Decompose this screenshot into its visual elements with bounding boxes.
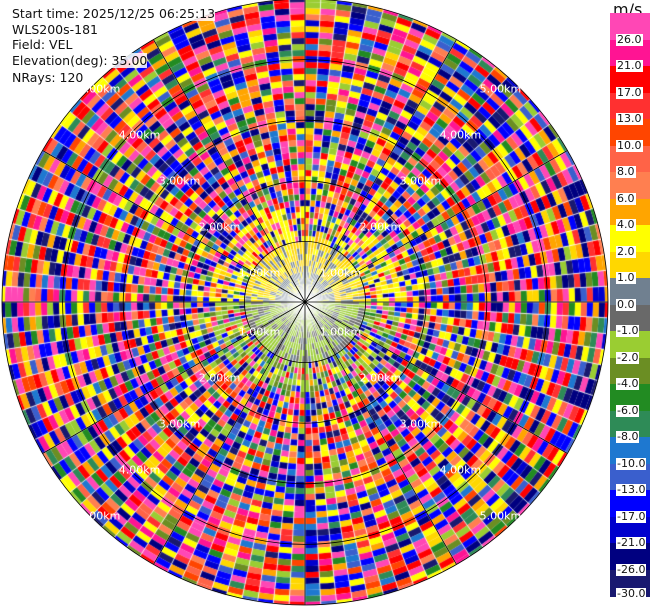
colorbar-tick-label: 10.0 bbox=[616, 138, 643, 152]
range-ring-label: 1.00km bbox=[320, 267, 362, 280]
colorbar-tick-label: -1.0 bbox=[616, 324, 640, 337]
colorbar-tick-label: -8.0 bbox=[616, 430, 640, 443]
range-ring-label: 2.00km bbox=[360, 221, 402, 234]
range-ring-label: 2.00km bbox=[199, 221, 241, 234]
azimuth-spoke bbox=[304, 301, 457, 565]
colorbar-tick-label: 1.0 bbox=[616, 271, 636, 284]
colorbar-tick-label: 13.0 bbox=[616, 112, 643, 125]
range-ring bbox=[62, 59, 548, 545]
colorbar-tick-label: 17.0 bbox=[616, 85, 643, 99]
colorbar-tick-label: -10.0 bbox=[616, 456, 647, 470]
azimuth-spoke bbox=[304, 39, 457, 303]
colorbar-tick-label: -13.0 bbox=[616, 483, 647, 496]
range-ring bbox=[122, 119, 488, 485]
range-ring-label: 4.00km bbox=[440, 464, 482, 477]
range-ring bbox=[243, 240, 366, 363]
azimuth-spoke bbox=[42, 150, 306, 303]
colorbar-tick-label: 0.0 bbox=[616, 297, 636, 311]
range-ring-label: 4.00km bbox=[119, 128, 161, 141]
nrays: NRays: 120 bbox=[12, 70, 84, 85]
colorbar-tick-label: 4.0 bbox=[616, 218, 636, 231]
range-ring-label: 3.00km bbox=[159, 417, 201, 430]
range-ring-label: 3.00km bbox=[400, 417, 442, 430]
colorbar-tick-label: -21.0 bbox=[616, 536, 647, 549]
range-ring-label: 5.00km bbox=[79, 510, 121, 523]
colorbar-tick-label: 21.0 bbox=[616, 59, 643, 72]
colorbar-tick-label: -30.0 bbox=[616, 587, 647, 600]
azimuth-spoke bbox=[304, 150, 568, 303]
range-ring bbox=[1, 0, 609, 606]
azimuth-spoke bbox=[42, 301, 306, 454]
range-ring-label: 5.00km bbox=[79, 82, 121, 95]
range-ring-label: 5.00km bbox=[480, 510, 522, 523]
range-ring-label: 1.00km bbox=[320, 325, 362, 338]
range-ring-label: 4.00km bbox=[440, 128, 482, 141]
range-ring-label: 3.00km bbox=[400, 175, 442, 188]
colorbar-tick-label: -2.0 bbox=[616, 350, 640, 364]
colorbar-tick-label: -4.0 bbox=[616, 377, 640, 390]
instrument-name: WLS200s-181 bbox=[12, 22, 98, 37]
colorbar-tick-label: 6.0 bbox=[616, 191, 636, 205]
range-ring bbox=[183, 180, 427, 424]
start-time: Start time: 2025/12/25 06:25:13 bbox=[12, 6, 216, 21]
colorbar-tick-label: 2.0 bbox=[616, 244, 636, 258]
range-ring-label: 1.00km bbox=[239, 325, 281, 338]
colorbar-tick-label: 26.0 bbox=[616, 32, 643, 46]
range-ring-label: 2.00km bbox=[199, 371, 241, 384]
elevation: Elevation(deg): 35.00 bbox=[12, 53, 148, 68]
colorbar-tick-label: -26.0 bbox=[616, 562, 647, 576]
range-ring-label: 3.00km bbox=[159, 175, 201, 188]
range-ring-label: 5.00km bbox=[480, 82, 522, 95]
azimuth-spoke bbox=[304, 301, 568, 454]
range-ring-label: 1.00km bbox=[239, 267, 281, 280]
colorbar-tick-label: -6.0 bbox=[616, 403, 640, 417]
azimuth-spoke bbox=[153, 301, 306, 565]
range-ring-label: 2.00km bbox=[360, 371, 402, 384]
colorbar-tick-label: -17.0 bbox=[616, 509, 647, 523]
field-name: Field: VEL bbox=[12, 37, 73, 52]
range-ring-label: 4.00km bbox=[119, 464, 161, 477]
colorbar-tick-label: 8.0 bbox=[616, 165, 636, 178]
azimuth-spoke bbox=[153, 39, 306, 303]
